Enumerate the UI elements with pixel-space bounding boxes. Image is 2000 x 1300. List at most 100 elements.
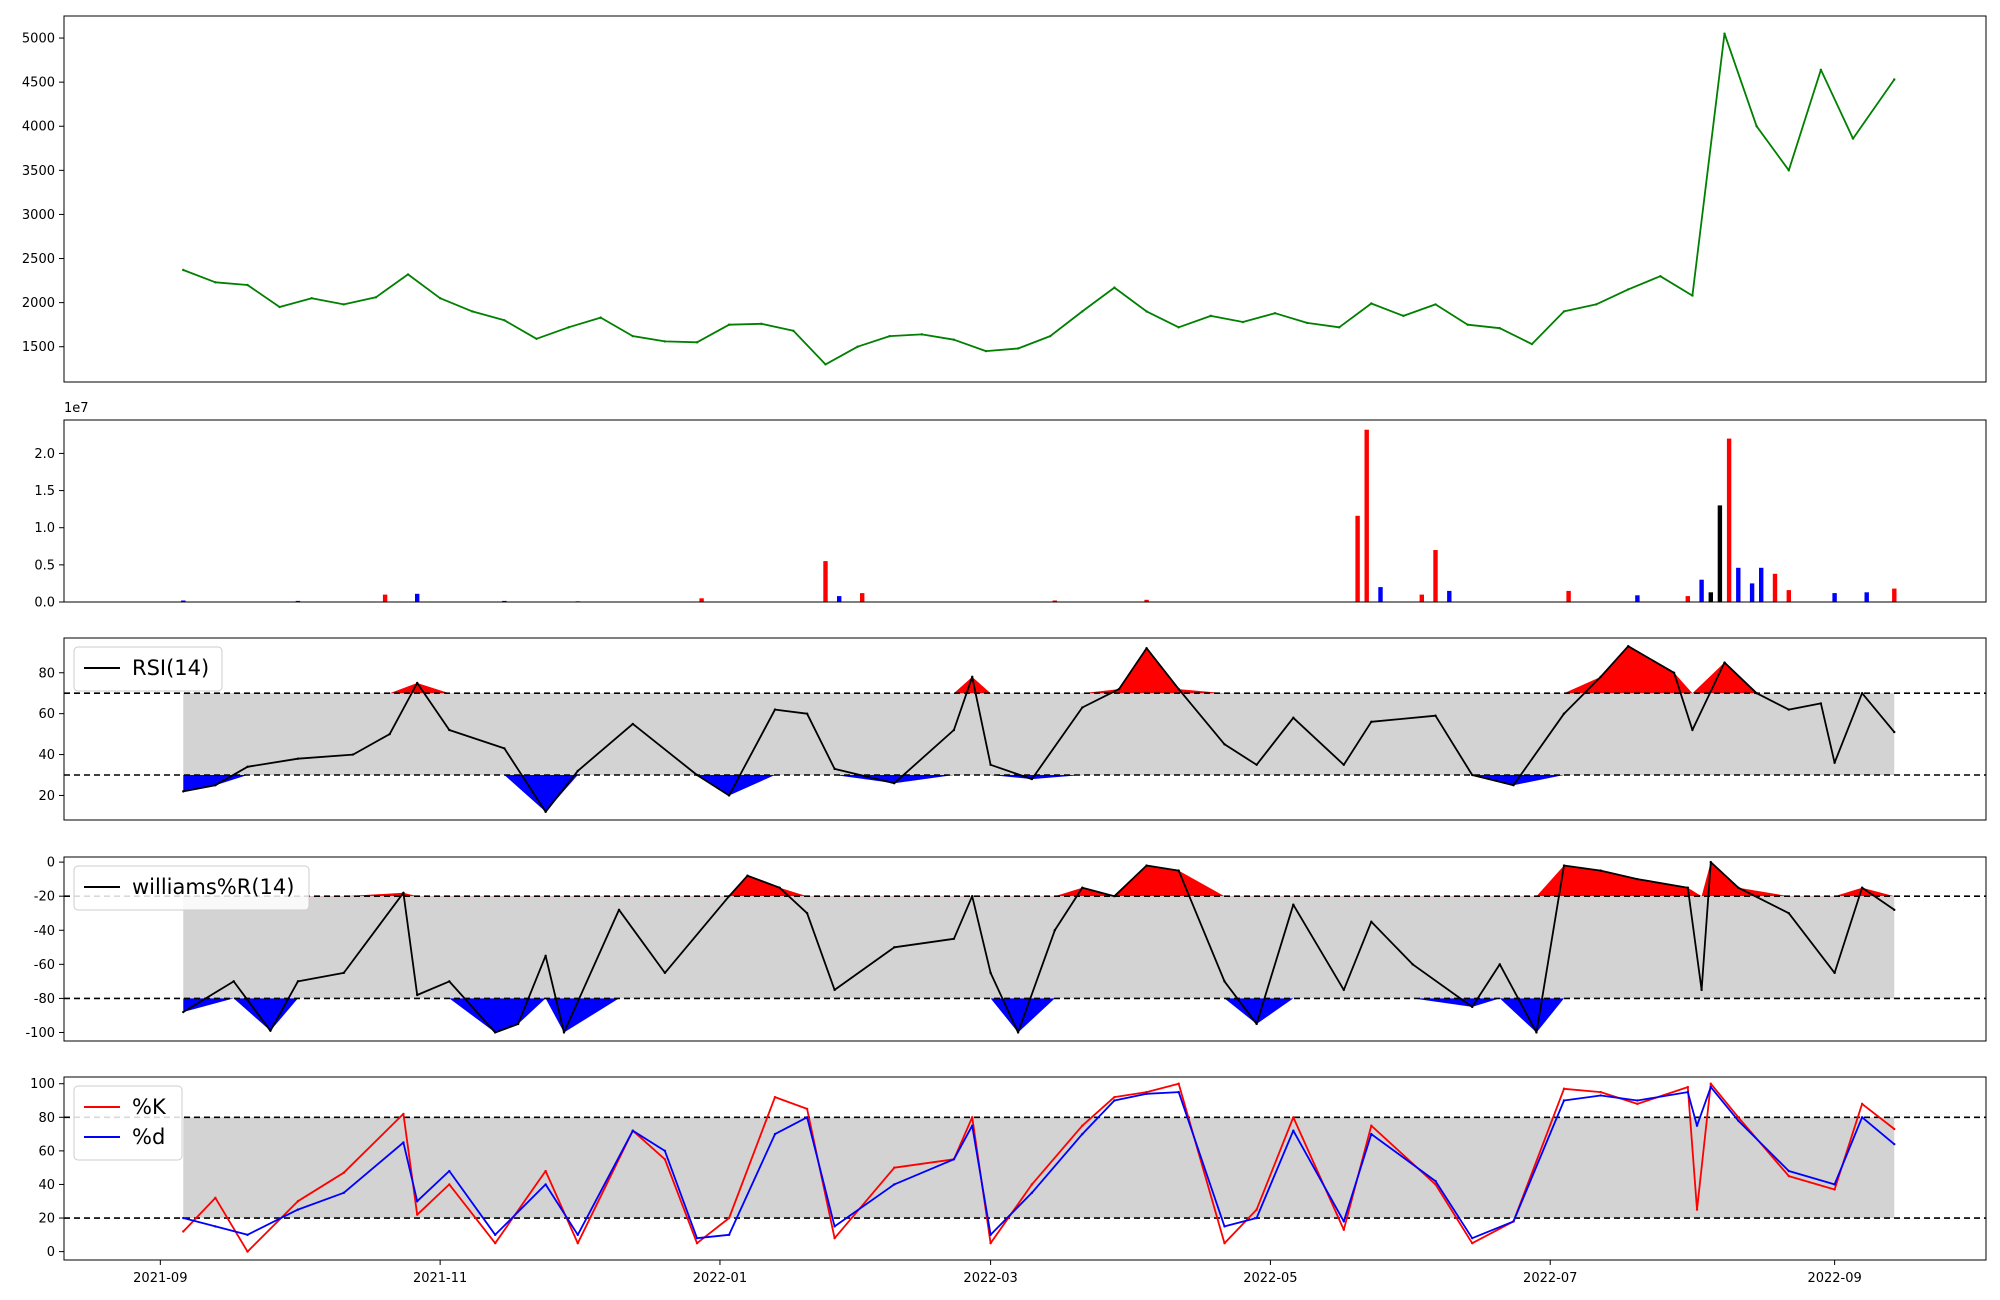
overbought-fill bbox=[183, 646, 1895, 694]
data-point bbox=[416, 681, 419, 685]
data-point bbox=[493, 1233, 497, 1237]
data-point bbox=[1636, 877, 1639, 881]
data-point bbox=[544, 954, 547, 958]
data-point bbox=[773, 708, 777, 711]
data-point bbox=[663, 1149, 667, 1153]
data-point bbox=[246, 1233, 249, 1237]
data-point bbox=[1627, 644, 1630, 648]
band-fill bbox=[183, 896, 1895, 999]
y-tick-label: 1500 bbox=[22, 340, 55, 355]
data-point bbox=[296, 757, 300, 760]
volume-bar bbox=[1892, 588, 1897, 602]
y-tick-label: 4500 bbox=[22, 76, 55, 91]
data-point bbox=[296, 980, 300, 983]
price-point bbox=[535, 337, 538, 340]
price-point bbox=[1530, 342, 1534, 346]
volume-bar bbox=[1772, 573, 1778, 602]
data-point bbox=[893, 946, 896, 949]
data-point bbox=[342, 1191, 346, 1195]
y-tick-label: 80 bbox=[38, 666, 55, 681]
y-tick-label: -20 bbox=[34, 890, 55, 905]
price-point bbox=[1209, 314, 1212, 318]
price-point bbox=[278, 305, 281, 309]
data-point bbox=[1636, 1099, 1639, 1102]
volume-bar bbox=[1759, 567, 1764, 602]
data-point bbox=[805, 712, 809, 715]
y-tick-label: 60 bbox=[38, 1144, 55, 1159]
data-point bbox=[805, 1116, 809, 1119]
data-point bbox=[1145, 647, 1148, 650]
data-point bbox=[1695, 1208, 1699, 1211]
data-point bbox=[416, 993, 419, 997]
volume-bar bbox=[181, 600, 186, 602]
y-tick-label: 40 bbox=[38, 748, 55, 763]
data-point bbox=[1113, 1099, 1116, 1102]
data-point bbox=[1471, 1236, 1474, 1240]
volume-bar bbox=[1364, 429, 1369, 602]
williams-panel: -100 -80 -60 -40 -20 0 williams%R(14) bbox=[25, 856, 1987, 1042]
volume-bar bbox=[823, 561, 828, 602]
data-point bbox=[1434, 1183, 1437, 1186]
data-point bbox=[695, 1236, 699, 1240]
x-tick-label: 2021-11 bbox=[413, 1271, 467, 1286]
data-point bbox=[1471, 773, 1474, 777]
price-point bbox=[1819, 68, 1823, 71]
volume-bar bbox=[502, 600, 507, 602]
data-point bbox=[1370, 1124, 1373, 1127]
y-tick-label: -80 bbox=[34, 992, 55, 1007]
data-point bbox=[246, 1250, 249, 1253]
price-point bbox=[792, 329, 795, 333]
data-point bbox=[805, 1107, 809, 1111]
data-point bbox=[182, 1216, 185, 1220]
data-point bbox=[246, 765, 249, 769]
data-point bbox=[971, 1116, 974, 1119]
y-tick-label: 100 bbox=[30, 1077, 55, 1092]
data-point bbox=[1562, 864, 1566, 867]
volume-bar bbox=[860, 593, 865, 602]
y-tick-label: 3000 bbox=[22, 208, 55, 223]
y-tick-label: 4000 bbox=[22, 120, 55, 135]
x-axis: 2021-09 2021-11 2022-01 2022-03 2022-05 2022-… bbox=[133, 1260, 1862, 1286]
data-point bbox=[1562, 712, 1566, 715]
price-point bbox=[920, 333, 923, 336]
legend-label: RSI(14) bbox=[132, 656, 209, 680]
data-point bbox=[971, 894, 974, 898]
volume-bar bbox=[1144, 599, 1149, 602]
data-point bbox=[1787, 1174, 1790, 1178]
volume-bar bbox=[1419, 594, 1424, 602]
data-point bbox=[1292, 716, 1295, 719]
price-point bbox=[1562, 310, 1566, 313]
data-point bbox=[1893, 730, 1896, 734]
legend: williams%R(14) bbox=[73, 865, 310, 911]
price-point bbox=[727, 323, 731, 326]
data-point bbox=[1562, 1099, 1566, 1102]
panel-frame bbox=[63, 1076, 1987, 1261]
volume-bar bbox=[699, 598, 704, 602]
data-point bbox=[1893, 1127, 1896, 1131]
y-tick-label: 1.5 bbox=[34, 484, 55, 499]
data-point bbox=[1292, 1116, 1295, 1119]
overbought-fill bbox=[183, 862, 1895, 897]
price-point bbox=[1305, 321, 1309, 325]
price-point bbox=[599, 316, 602, 319]
series-line bbox=[183, 1086, 1895, 1240]
data-point bbox=[1833, 761, 1836, 764]
data-point bbox=[402, 1141, 405, 1144]
plot-area bbox=[64, 1082, 1986, 1253]
data-point bbox=[1081, 886, 1084, 889]
data-point bbox=[695, 1242, 699, 1245]
data-point bbox=[1700, 988, 1703, 992]
legend-label: %K bbox=[132, 1095, 167, 1119]
volume-bar bbox=[1749, 583, 1755, 602]
panel-frame bbox=[63, 419, 1987, 603]
price-point bbox=[1723, 32, 1726, 35]
data-point bbox=[1255, 1022, 1258, 1026]
y-tick-label: 3500 bbox=[22, 164, 55, 179]
data-point bbox=[727, 1216, 731, 1220]
data-point bbox=[989, 1233, 992, 1237]
data-point bbox=[1053, 929, 1057, 932]
legend: %K %d bbox=[73, 1085, 183, 1161]
legend-label: %d bbox=[132, 1125, 165, 1149]
volume-bar bbox=[1864, 592, 1869, 602]
data-point bbox=[1893, 1142, 1896, 1146]
